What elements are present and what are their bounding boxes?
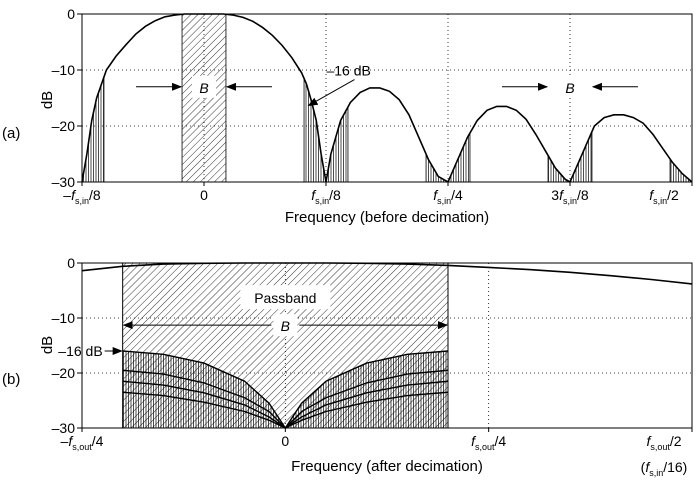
- y-tick-label: –10: [52, 310, 76, 326]
- bandwidth-label: B: [565, 80, 574, 96]
- panel-b-y-ticks: 0 –10 –20 –30: [52, 255, 82, 436]
- b-label-bg: [558, 75, 582, 98]
- alias-band: [82, 77, 104, 182]
- b-label-bg: [273, 314, 298, 337]
- response-curve: [81, 13, 693, 184]
- y-tick-label: –30: [52, 420, 76, 436]
- y-tick-label: 0: [67, 6, 75, 22]
- panel-a-xlabel: Frequency (before decimation): [285, 209, 489, 226]
- alias-band: [304, 78, 348, 182]
- x-tick-label: –fs,in/8: [63, 187, 101, 206]
- response-curve: [81, 262, 693, 285]
- y-tick-label: –10: [52, 62, 76, 78]
- panel-a-x-ticks: –fs,in/8 0 fs,in/8 fs,in/4 3fs,in/8 fs,in/2: [63, 182, 693, 206]
- panel-b-x-ticks: –fs,out/4 0 fs,out/4 fs,out/2 (fs,in/16): [61, 428, 693, 478]
- passband-region: [182, 14, 226, 182]
- panel-a-grid: [82, 14, 692, 182]
- panel-b-xlabel: Frequency (after decimation): [291, 458, 483, 475]
- panel-a: (a) 0 –10 –20 –30 –fs,in/8 0 fs,in/8 fs,in/4 3f…: [2, 6, 693, 226]
- y-tick-label: –20: [52, 365, 76, 381]
- panel-a-y-ticks: 0 –10 –20 –30: [52, 6, 82, 190]
- panel-a-curve: [81, 13, 693, 184]
- bandwidth-label: B: [281, 318, 290, 334]
- panel-a-annotations: –16 dB B B: [136, 63, 638, 107]
- alias-band: [548, 131, 592, 182]
- panel-b-annotations: Passband B –16 dB: [58, 285, 448, 359]
- panel-b: (b) 0 –10 –20 –30 –fs,out/4 0 fs,out/4 fs,out/…: [2, 255, 693, 478]
- panel-b-frame: [81, 262, 693, 429]
- x-tick-label: fs,in/2: [649, 187, 679, 206]
- panel-b-curve: [81, 262, 693, 285]
- y-tick-label: –30: [52, 174, 76, 190]
- passband-label: Passband: [254, 290, 316, 306]
- x-tick-label: –fs,out/4: [61, 433, 104, 452]
- x-tick-label: fs,out/2: [646, 433, 681, 452]
- panel-b-ylabel: dB: [39, 336, 56, 354]
- x-tick-label: fs,in/8: [311, 187, 341, 206]
- minus16db-arrow: [307, 79, 355, 107]
- alias-band: [426, 133, 470, 182]
- x-tick-label: fs,out/4: [471, 433, 506, 452]
- panel-a-label: (a): [2, 125, 20, 142]
- y-tick-label: –20: [52, 118, 76, 134]
- panel-a-ylabel: dB: [39, 91, 56, 109]
- minus16db-label: –16 dB: [326, 63, 370, 79]
- panel-a-frame: [81, 13, 693, 183]
- x-tick-label: 0: [200, 187, 208, 203]
- panel-a-bands: [82, 14, 692, 182]
- panel-b-label: (b): [2, 371, 20, 388]
- alias-band: [670, 158, 692, 182]
- x-tick-note: (fs,in/16): [641, 459, 688, 478]
- alias-region: [122, 351, 449, 428]
- bandwidth-label: B: [199, 80, 208, 96]
- x-tick-label: 0: [281, 433, 289, 449]
- minus16db-label: –16 dB: [58, 343, 102, 359]
- x-tick-label: fs,in/4: [433, 187, 463, 206]
- b-label-bg: [192, 75, 216, 98]
- passband-label-bg: [240, 285, 331, 310]
- y-tick-label: 0: [67, 255, 75, 271]
- x-tick-label: 3fs,in/8: [551, 187, 589, 206]
